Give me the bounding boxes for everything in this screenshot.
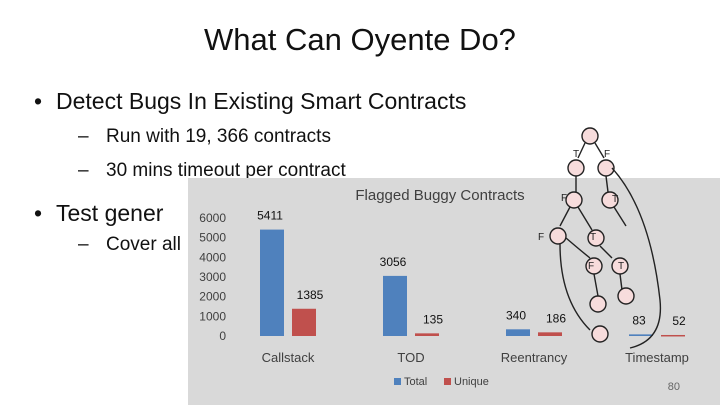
- bar-unique: [292, 308, 316, 336]
- chart-title: Flagged Buggy Contracts: [355, 187, 524, 204]
- y-tick-label: 4000: [199, 250, 226, 264]
- slide-title: What Can Oyente Do?: [204, 22, 516, 57]
- data-label: 52: [672, 314, 686, 328]
- legend-label: Total: [404, 376, 427, 388]
- cfg-label-t: T: [573, 149, 579, 160]
- sub-bullet-contracts: – Run with 19, 366 contracts: [78, 126, 331, 148]
- bar-total: [260, 229, 284, 336]
- dash-glyph: –: [78, 234, 89, 255]
- sub-bullet-text: Run with 19, 366 contracts: [106, 126, 331, 147]
- y-tick-label: 2000: [199, 290, 226, 304]
- bullet-text: Test gener: [56, 200, 164, 226]
- bar-total: [629, 334, 653, 336]
- bar-chart-panel: Flagged Buggy Contracts 6000 5000 4000 3000 2…: [188, 178, 720, 405]
- data-label: 5411: [257, 209, 283, 223]
- data-label: 1385: [297, 288, 324, 302]
- bar-unique: [415, 333, 439, 336]
- x-category-label: Callstack: [262, 350, 315, 365]
- page-number: 80: [667, 381, 680, 393]
- bullet-test-gen: • Test gener: [34, 200, 163, 227]
- y-tick-label: 0: [219, 329, 226, 343]
- bar-total: [383, 275, 407, 336]
- sub-bullet-text: 30 mins timeout per contract: [106, 160, 346, 181]
- data-label: 340: [506, 308, 526, 322]
- x-category-label: TOD: [397, 350, 424, 365]
- dash-glyph: –: [78, 160, 89, 181]
- data-label: 186: [546, 311, 566, 325]
- legend-swatch: [444, 378, 451, 385]
- bullet-glyph: •: [34, 200, 43, 226]
- bullet-text: Detect Bugs In Existing Smart Contracts: [56, 88, 467, 114]
- sub-bullet-cover: – Cover all: [78, 234, 181, 256]
- x-category-label: Timestamp: [625, 350, 689, 365]
- sub-bullet-timeout: –30 mins timeout per contract: [78, 160, 346, 182]
- data-label: 135: [423, 312, 443, 326]
- data-label: 3056: [380, 255, 407, 269]
- y-tick-label: 6000: [199, 211, 226, 225]
- y-tick-label: 3000: [199, 270, 226, 284]
- bar-unique: [538, 332, 562, 336]
- x-category-label: Reentrancy: [501, 350, 568, 365]
- bar-chart: Flagged Buggy Contracts 6000 5000 4000 3000 2…: [199, 187, 689, 388]
- dash-glyph: –: [78, 126, 89, 147]
- bar-unique: [661, 334, 685, 337]
- legend-swatch: [394, 378, 401, 385]
- bullet-glyph: •: [34, 88, 43, 114]
- bullet-detect-bugs: • Detect Bugs In Existing Smart Contracts: [34, 88, 466, 115]
- sub-bullet-text: Cover all: [106, 234, 181, 255]
- cfg-label-f: F: [604, 149, 610, 160]
- bar-total: [506, 329, 530, 336]
- y-tick-label: 1000: [199, 309, 226, 323]
- y-tick-label: 5000: [199, 231, 226, 245]
- data-label: 83: [632, 313, 646, 327]
- legend-label: Unique: [454, 376, 489, 388]
